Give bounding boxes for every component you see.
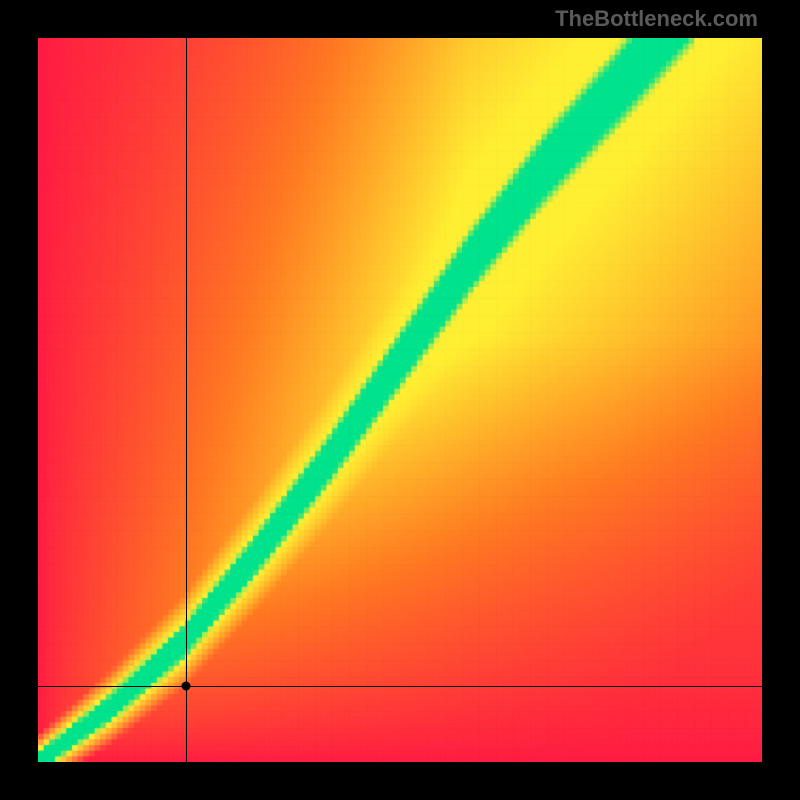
watermark-text: TheBottleneck.com <box>555 6 758 32</box>
crosshair-horizontal <box>38 686 762 687</box>
marker-dot <box>182 681 191 690</box>
heatmap-plot <box>38 38 762 762</box>
heatmap-canvas <box>38 38 762 762</box>
crosshair-vertical <box>186 38 187 762</box>
